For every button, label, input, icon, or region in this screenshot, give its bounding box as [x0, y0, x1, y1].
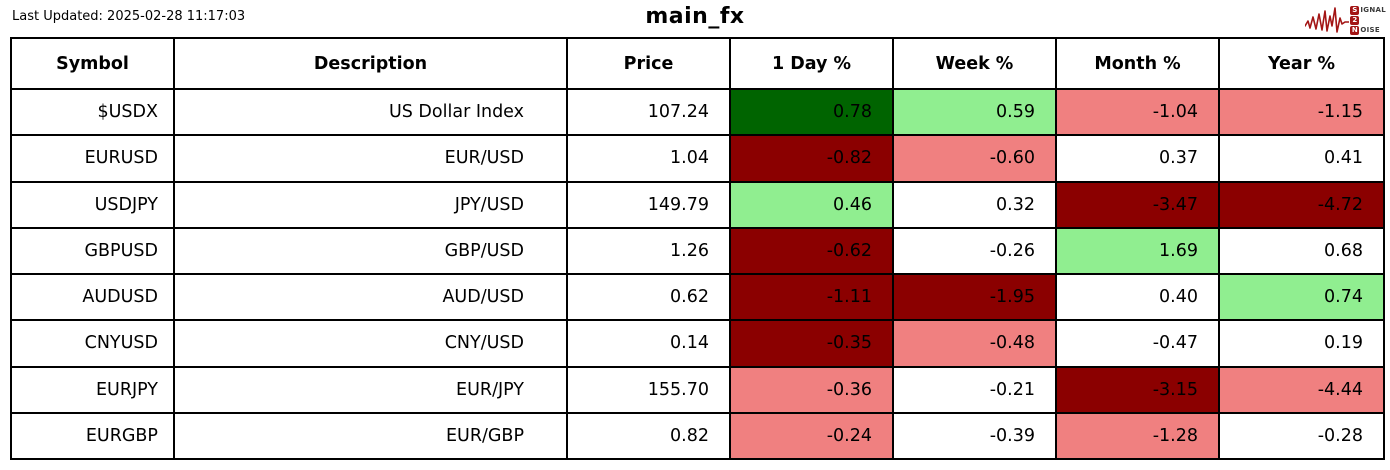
logo-badge-n: N: [1350, 25, 1360, 35]
year-pct-cell: -4.44: [1218, 365, 1385, 414]
symbol-cell: CNYUSD: [10, 319, 175, 368]
table-row: EURJPY EUR/JPY 155.70 -0.36 -0.21 -3.15 …: [10, 365, 1385, 414]
description-cell: EUR/GBP: [173, 411, 568, 461]
price-cell: 107.24: [566, 87, 731, 137]
month-pct-cell: 0.37: [1055, 134, 1220, 183]
symbol-cell: AUDUSD: [10, 272, 175, 322]
day-pct-cell: 0.46: [729, 180, 894, 229]
month-pct-cell: -1.28: [1055, 411, 1220, 461]
column-header-price: Price: [566, 37, 731, 90]
description-cell: CNY/USD: [173, 319, 568, 368]
month-pct-cell: -3.47: [1055, 180, 1220, 229]
week-pct-cell: -0.39: [892, 411, 1057, 461]
column-header-1day: 1 Day %: [729, 37, 894, 90]
year-pct-cell: 0.68: [1218, 226, 1385, 276]
week-pct-cell: -0.48: [892, 319, 1057, 368]
symbol-cell: EURUSD: [10, 134, 175, 183]
logo-word-noise: OISE: [1360, 25, 1380, 34]
column-header-description: Description: [173, 37, 568, 90]
last-updated-label: Last Updated: 2025-02-28 11:17:03: [12, 9, 246, 24]
symbol-cell: GBPUSD: [10, 226, 175, 276]
day-pct-cell: -0.62: [729, 226, 894, 276]
price-cell: 155.70: [566, 365, 731, 414]
table-row: CNYUSD CNY/USD 0.14 -0.35 -0.48 -0.47 0.…: [10, 319, 1385, 368]
symbol-cell: $USDX: [10, 87, 175, 137]
week-pct-cell: -0.26: [892, 226, 1057, 276]
symbol-cell: EURJPY: [10, 365, 175, 414]
day-pct-cell: -1.11: [729, 272, 894, 322]
table-row: EURGBP EUR/GBP 0.82 -0.24 -0.39 -1.28 -0…: [10, 411, 1385, 461]
day-pct-cell: -0.35: [729, 319, 894, 368]
day-pct-cell: -0.36: [729, 365, 894, 414]
description-cell: JPY/USD: [173, 180, 568, 229]
price-cell: 1.26: [566, 226, 731, 276]
year-pct-cell: -4.72: [1218, 180, 1385, 229]
table-header-row: Symbol Description Price 1 Day % Week % …: [10, 37, 1385, 90]
description-cell: EUR/JPY: [173, 365, 568, 414]
week-pct-cell: 0.59: [892, 87, 1057, 137]
ecg-waveform-icon: [1305, 5, 1350, 35]
year-pct-cell: 0.74: [1218, 272, 1385, 322]
week-pct-cell: 0.32: [892, 180, 1057, 229]
week-pct-cell: -0.21: [892, 365, 1057, 414]
year-pct-cell: -0.28: [1218, 411, 1385, 461]
year-pct-cell: 0.41: [1218, 134, 1385, 183]
week-pct-cell: -1.95: [892, 272, 1057, 322]
logo-badge-2: 2: [1350, 15, 1360, 25]
month-pct-cell: -1.04: [1055, 87, 1220, 137]
logo-badge-s: S: [1350, 5, 1360, 15]
column-header-symbol: Symbol: [10, 37, 175, 90]
year-pct-cell: 0.19: [1218, 319, 1385, 368]
month-pct-cell: -0.47: [1055, 319, 1220, 368]
price-cell: 0.82: [566, 411, 731, 461]
month-pct-cell: 1.69: [1055, 226, 1220, 276]
price-cell: 149.79: [566, 180, 731, 229]
price-cell: 0.14: [566, 319, 731, 368]
symbol-cell: USDJPY: [10, 180, 175, 229]
column-header-year: Year %: [1218, 37, 1385, 90]
day-pct-cell: -0.24: [729, 411, 894, 461]
description-cell: GBP/USD: [173, 226, 568, 276]
description-cell: AUD/USD: [173, 272, 568, 322]
logo-wordmark: S IGNAL 2 N OISE: [1350, 5, 1386, 35]
table-row: $USDX US Dollar Index 107.24 0.78 0.59 -…: [10, 87, 1385, 137]
month-pct-cell: 0.40: [1055, 272, 1220, 322]
price-cell: 0.62: [566, 272, 731, 322]
signal2noise-logo: S IGNAL 2 N OISE: [1305, 3, 1386, 37]
month-pct-cell: -3.15: [1055, 365, 1220, 414]
day-pct-cell: -0.82: [729, 134, 894, 183]
logo-word-signal: IGNAL: [1360, 5, 1386, 14]
symbol-cell: EURGBP: [10, 411, 175, 461]
table-row: EURUSD EUR/USD 1.04 -0.82 -0.60 0.37 0.4…: [10, 134, 1385, 183]
week-pct-cell: -0.60: [892, 134, 1057, 183]
description-cell: US Dollar Index: [173, 87, 568, 137]
column-header-week: Week %: [892, 37, 1057, 90]
day-pct-cell: 0.78: [729, 87, 894, 137]
fx-table: Symbol Description Price 1 Day % Week % …: [10, 37, 1385, 461]
table-row: USDJPY JPY/USD 149.79 0.46 0.32 -3.47 -4…: [10, 180, 1385, 229]
description-cell: EUR/USD: [173, 134, 568, 183]
table-row: GBPUSD GBP/USD 1.26 -0.62 -0.26 1.69 0.6…: [10, 226, 1385, 276]
year-pct-cell: -1.15: [1218, 87, 1385, 137]
page-title: main_fx: [645, 4, 745, 29]
table-row: AUDUSD AUD/USD 0.62 -1.11 -1.95 0.40 0.7…: [10, 272, 1385, 322]
price-cell: 1.04: [566, 134, 731, 183]
column-header-month: Month %: [1055, 37, 1220, 90]
